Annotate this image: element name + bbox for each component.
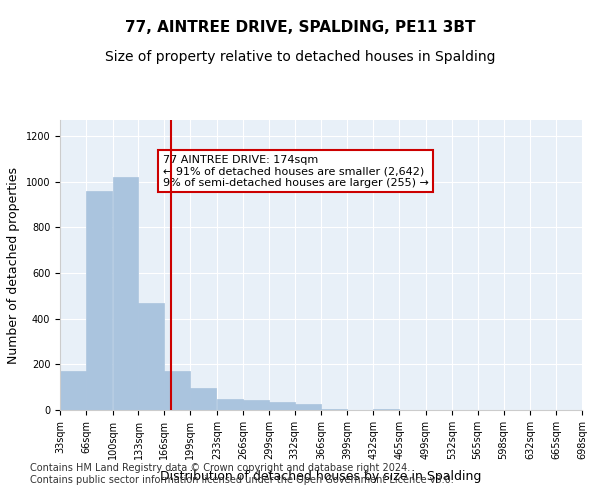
Y-axis label: Number of detached properties: Number of detached properties (7, 166, 20, 364)
Bar (217, 398, 243, 410)
Text: 77 AINTREE DRIVE: 174sqm
← 91% of detached houses are smaller (2,642)
9% of semi: 77 AINTREE DRIVE: 174sqm ← 91% of detach… (163, 155, 429, 188)
Bar (373, 409, 399, 410)
Bar (60, 371, 86, 410)
Bar (139, 302, 164, 410)
Text: Size of property relative to detached houses in Spalding: Size of property relative to detached ho… (105, 50, 495, 64)
Bar (86, 191, 112, 410)
Text: 77, AINTREE DRIVE, SPALDING, PE11 3BT: 77, AINTREE DRIVE, SPALDING, PE11 3BT (125, 20, 475, 35)
Bar (322, 409, 347, 410)
Bar (190, 388, 216, 410)
Bar (269, 402, 295, 410)
Bar (295, 404, 320, 410)
Text: Contains HM Land Registry data © Crown copyright and database right 2024.
Contai: Contains HM Land Registry data © Crown c… (30, 464, 454, 485)
Bar (243, 400, 269, 410)
X-axis label: Distribution of detached houses by size in Spalding: Distribution of detached houses by size … (160, 470, 482, 483)
Bar (113, 177, 139, 410)
Bar (164, 371, 190, 410)
